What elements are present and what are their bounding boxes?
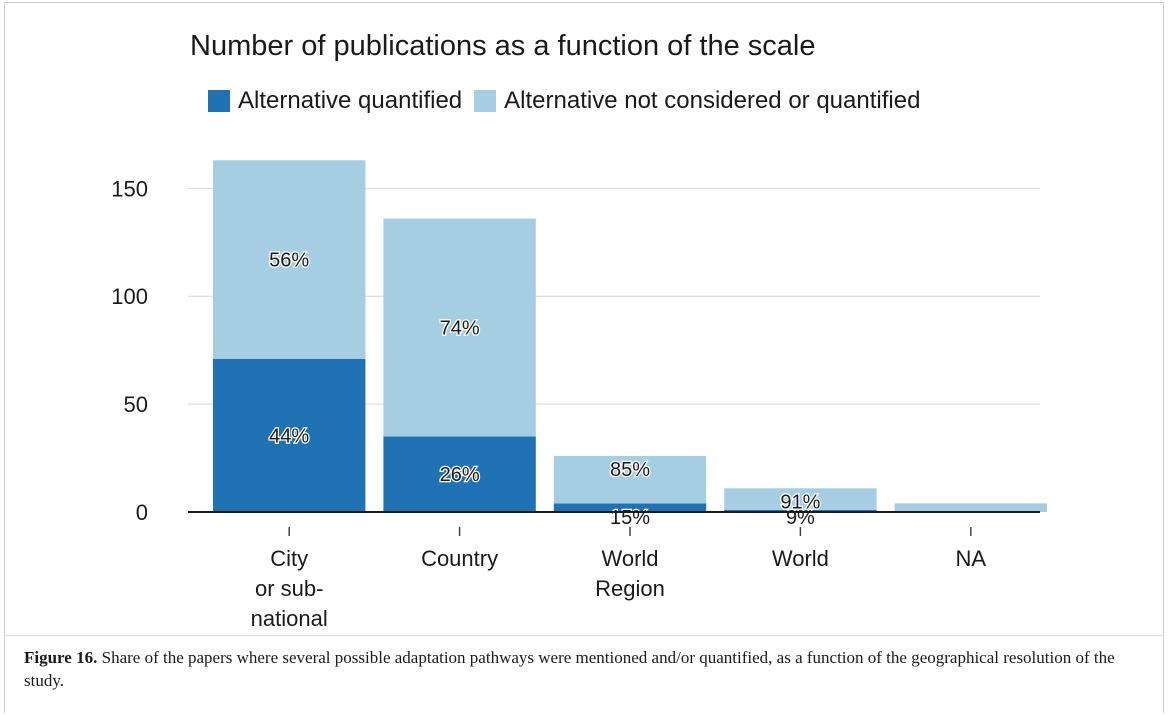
bar-segment — [894, 503, 1047, 512]
caption-divider — [4, 635, 1164, 636]
data-label: 26% — [440, 464, 480, 486]
chart-title: Number of publications as a function of … — [190, 30, 816, 62]
data-label: 56% — [269, 250, 309, 272]
legend-item-quantified: Alternative quantified — [208, 87, 462, 115]
x-tick-label: or sub- — [255, 576, 323, 601]
figure-label: Figure 16. — [24, 648, 98, 667]
bar-segment — [724, 488, 877, 510]
bar-segment — [553, 455, 707, 504]
x-tick-label: World — [772, 546, 829, 571]
bar-segment — [724, 509, 877, 512]
data-label: 74% — [440, 318, 480, 340]
data-label: 44% — [269, 425, 309, 447]
bar-segment — [213, 358, 366, 512]
legend-label-quantified: Alternative quantified — [238, 87, 463, 114]
bar-segment — [213, 160, 366, 359]
legend-label-not-quantified: Alternative not considered or quantified — [504, 87, 921, 114]
data-label: 15% — [610, 507, 650, 529]
bar-chart: 0 50 100 150 44% 56% City or sub-national 26% 74%… — [111, 160, 1047, 631]
chart-legend: Alternative quantified Alternative not c… — [208, 87, 932, 115]
y-tick-label: 100 — [111, 284, 148, 309]
figure-frame — [4, 2, 1164, 713]
x-tick-label: Country — [421, 546, 498, 571]
legend-item-not-quantified: Alternative not considered or quantified — [474, 87, 920, 115]
y-tick-label: 150 — [111, 176, 148, 201]
x-tick-label: national — [251, 606, 328, 631]
x-tick-label: Region — [595, 576, 665, 601]
figure-caption-text: Share of the papers where several possib… — [24, 648, 1115, 690]
legend-swatch-quantified — [208, 90, 230, 112]
x-tick-label: City — [270, 546, 308, 571]
bar-segment — [553, 503, 707, 512]
bar-segment — [383, 218, 536, 437]
y-tick-label: 50 — [124, 392, 148, 417]
figure-caption: Figure 16. Share of the papers where sev… — [24, 646, 1149, 692]
x-tick-label: World — [601, 546, 658, 571]
y-tick-label: 0 — [136, 500, 148, 525]
x-tick-label: NA — [956, 546, 987, 571]
data-label: 85% — [610, 459, 650, 481]
bar-segment — [383, 436, 536, 512]
data-label: 91% — [780, 491, 820, 513]
legend-swatch-not-quantified — [474, 90, 497, 112]
